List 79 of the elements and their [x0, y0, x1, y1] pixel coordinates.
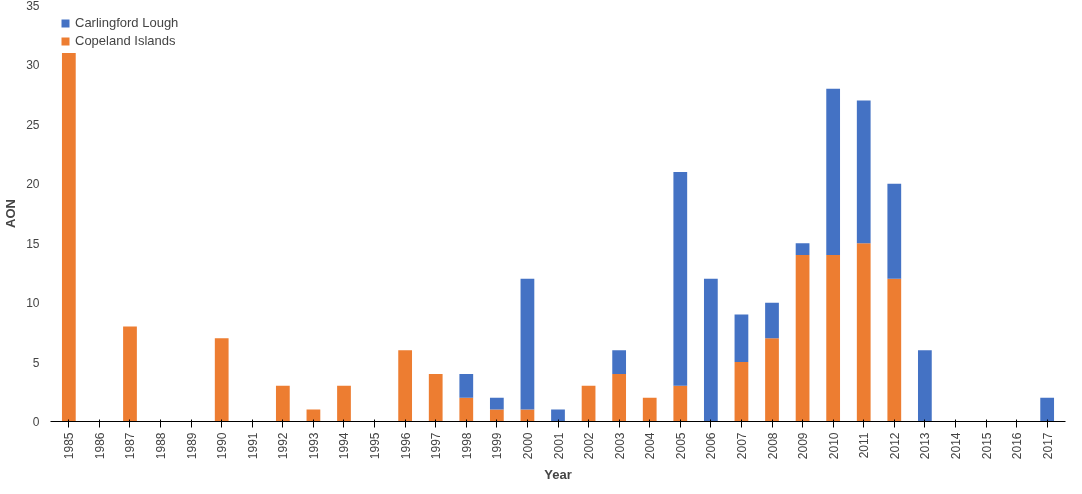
x-tick-label: 2015 [979, 432, 994, 460]
bar [887, 278, 902, 422]
bar [398, 350, 413, 422]
y-tick-label: 30 [26, 58, 40, 73]
x-tick-label: 2017 [1040, 432, 1055, 460]
x-tick-label: 2003 [612, 432, 627, 460]
x-tick-label: 2012 [887, 432, 902, 460]
bar [123, 326, 137, 422]
x-tick-label: 2001 [551, 432, 566, 460]
x-tick-label: 2008 [765, 432, 780, 460]
y-tick-label: 5 [32, 355, 40, 370]
bar [917, 350, 932, 422]
bar [673, 171, 688, 386]
x-tick-label: 1992 [276, 432, 291, 460]
x-tick-label: 1990 [215, 432, 230, 460]
x-tick-label: 1999 [490, 432, 505, 460]
bar [581, 385, 596, 422]
x-tick-label: 1998 [459, 432, 474, 460]
bar [795, 243, 810, 256]
x-tick-label: 2005 [673, 432, 688, 460]
x-tick-label: 2016 [1010, 432, 1025, 460]
x-tick-label: 1988 [154, 432, 169, 460]
bar [856, 100, 871, 244]
x-tick-label: 2013 [918, 432, 933, 460]
x-tick-label: 2004 [643, 432, 658, 460]
x-tick-label: 1985 [62, 432, 77, 460]
bar [856, 243, 871, 422]
bar [765, 302, 779, 339]
x-tick-label: 2010 [826, 432, 841, 460]
bar [887, 183, 902, 279]
x-tick-label: 2006 [704, 432, 719, 460]
bar [795, 255, 810, 422]
bar [703, 278, 718, 422]
x-tick-label: 1995 [368, 432, 383, 460]
x-tick-label: 2007 [734, 432, 749, 460]
bar [61, 53, 76, 422]
x-tick-label: 1994 [337, 432, 352, 460]
bar [337, 385, 351, 422]
y-tick-label: 0 [32, 415, 40, 429]
y-axis-title: AON [3, 199, 19, 228]
x-tick-label: 2014 [948, 432, 963, 460]
bar [734, 314, 749, 363]
legend-label: Carlingford Lough [75, 15, 179, 30]
bar [1040, 397, 1055, 422]
x-tick-label: 1997 [429, 432, 444, 460]
x-tick-label: 2011 [857, 432, 872, 459]
x-tick-label: 2009 [796, 432, 811, 460]
bar [826, 88, 841, 256]
y-tick-label: 25 [26, 117, 40, 132]
x-axis-title: Year [544, 467, 572, 483]
bar [489, 397, 504, 410]
x-tick-label: 2000 [520, 432, 535, 460]
bar [826, 255, 841, 422]
y-tick-label: 10 [26, 296, 40, 311]
x-tick-label: 1993 [306, 432, 321, 460]
bar [734, 362, 749, 422]
legend-label: Copeland Islands [75, 33, 176, 48]
bar [489, 409, 504, 422]
x-tick-label: 1991 [245, 432, 260, 460]
bar [428, 373, 443, 422]
y-tick-label: 20 [26, 177, 40, 192]
bar [551, 409, 565, 422]
bar [612, 373, 627, 422]
bar [275, 385, 290, 422]
bar [214, 338, 229, 422]
bar [765, 338, 779, 422]
bar [459, 373, 474, 398]
bar [459, 397, 474, 422]
bar [642, 397, 657, 422]
x-tick-label: 2002 [582, 432, 597, 460]
x-tick-label: 1989 [184, 432, 199, 460]
y-tick-label: 15 [26, 236, 40, 251]
bar [612, 350, 627, 374]
y-tick-label: 35 [26, 0, 40, 13]
x-tick-label: 1987 [123, 432, 138, 460]
x-tick-label: 1996 [398, 432, 413, 460]
bar [673, 385, 688, 422]
bar [520, 278, 535, 410]
x-tick-label: 1986 [92, 432, 107, 460]
